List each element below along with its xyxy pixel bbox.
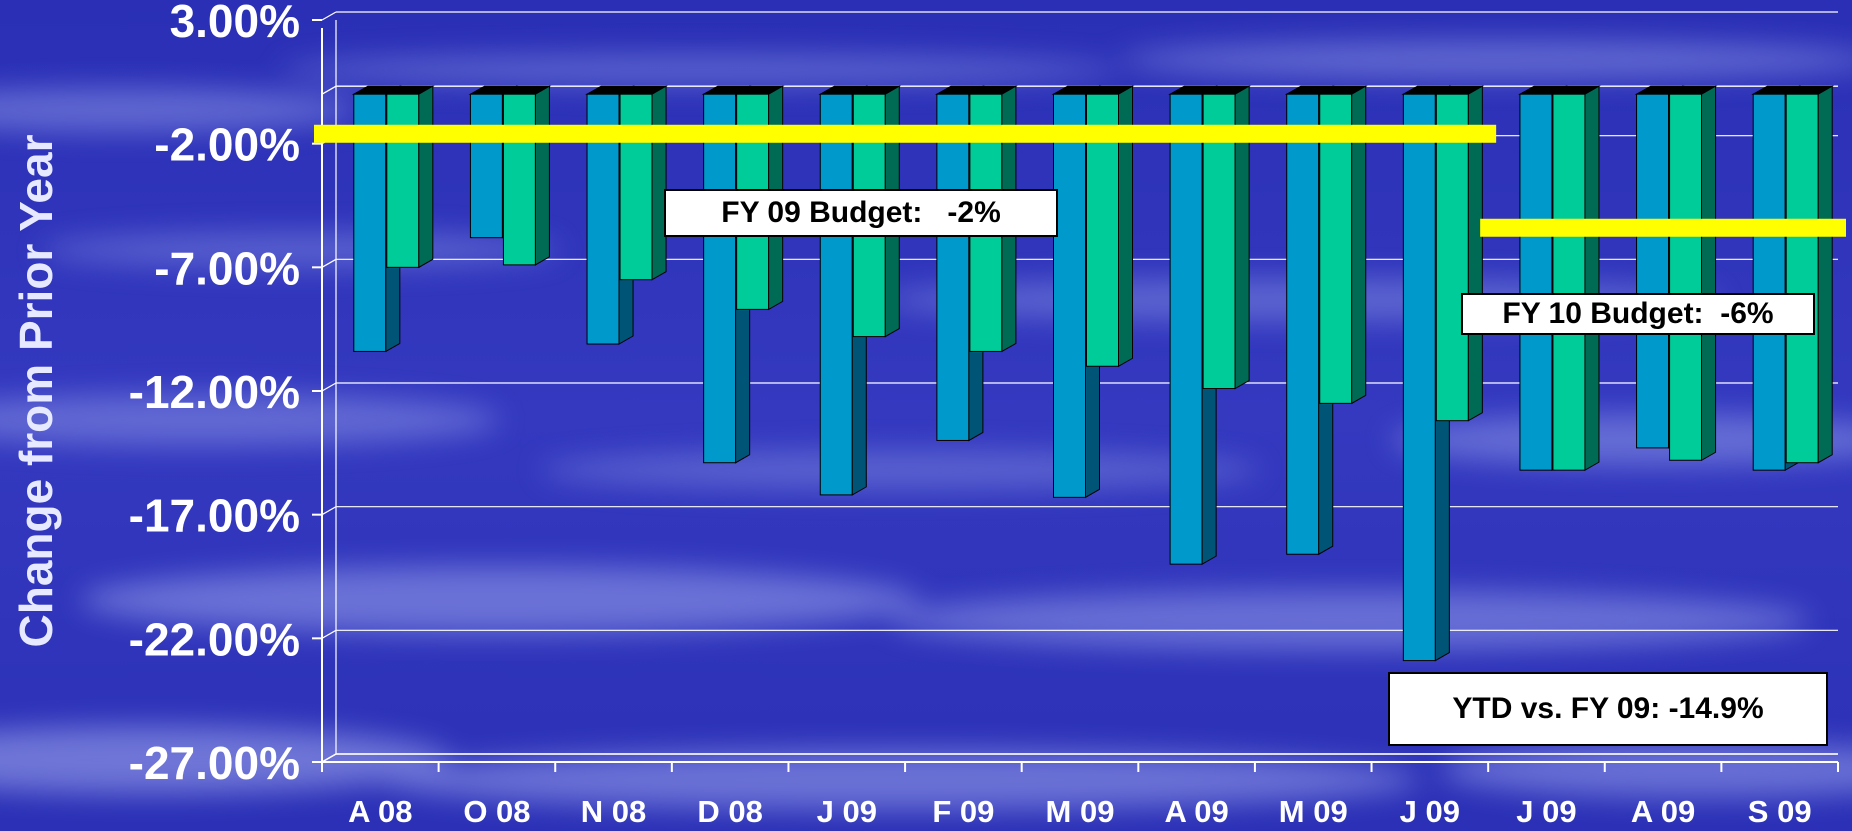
bar-side [1584,85,1600,472]
y-tick-label: -7.00% [154,242,300,294]
bar [618,85,668,281]
x-tick-label: J 09 [1400,794,1460,829]
bar-side [534,85,550,266]
y-tick-label: -22.00% [129,613,300,665]
bar-front [1435,93,1469,422]
bar-front [1519,93,1553,471]
gridline-depth [321,629,337,639]
bar-side [1817,85,1833,464]
bar-front [1402,93,1436,662]
bar [501,85,552,266]
bar-side [1701,85,1717,462]
bar [1317,85,1368,405]
y-tick-label: -27.00% [129,737,300,789]
bar-front [469,93,503,239]
fy09-budget-annotation: FY 09 Budget: -2% [664,189,1058,237]
bar-front [386,93,420,268]
gridline-depth [321,11,337,21]
budget-reference-line [1480,218,1846,237]
bar-front [1286,93,1320,555]
x-tick-label: A 09 [1164,794,1228,829]
bar-side [1351,85,1367,405]
bar [1551,85,1601,472]
zero-baseline-depth [321,85,337,95]
y-tick-label: -12.00% [129,366,300,418]
x-tick-label: A 08 [348,794,412,829]
bar-front [1319,93,1353,404]
x-tick-label: J 09 [817,794,877,829]
x-tick-label: J 09 [1516,794,1576,829]
ytd-annotation: YTD vs. FY 09: -14.9% [1388,672,1828,746]
gridline-depth [321,382,337,392]
gridline-depth [321,258,337,268]
bar [1784,85,1835,464]
bar-front [1785,93,1819,464]
x-tick-label: N 08 [581,794,646,829]
bar [1201,85,1251,390]
y-tick-label: -17.00% [129,490,300,542]
plot-area: 3.00% -2.00% -7.00% -12.00% -17.00% -22.00% -2… [10,0,1846,829]
bar-side [418,85,434,269]
gridline-depth [321,753,337,763]
bar [384,85,435,269]
y-tick-label: 3.00% [170,0,300,47]
bar-front [1636,93,1670,449]
x-tick-label: M 09 [1279,794,1348,829]
bar [1434,85,1485,422]
x-tick-label: F 09 [932,794,994,829]
bar-front [1169,93,1203,565]
bar-front [1053,93,1086,498]
x-tick-label: O 08 [463,794,530,829]
x-tick-label: D 08 [697,794,762,829]
budget-reference-line [314,124,1497,143]
bar-front [703,93,737,464]
bar-front [1669,93,1703,461]
bar-side [651,85,667,281]
bar-front [619,93,653,281]
y-axis-label: Change from Prior Year [10,134,62,647]
bar [1667,85,1718,462]
gridline-depth [321,506,337,516]
x-tick-label: M 09 [1046,794,1115,829]
bar-front [936,93,970,441]
x-tick-label: A 09 [1631,794,1695,829]
bar-side [1234,85,1250,390]
bar-front [502,93,536,266]
x-tick-label: S 09 [1748,794,1812,829]
bar-front [1552,93,1586,471]
bar [1051,85,1102,499]
bar-front [1752,93,1786,471]
bar-front [819,93,853,496]
y-tick-label: -2.00% [154,119,300,171]
fy10-budget-annotation: FY 10 Budget: -6% [1461,293,1815,335]
bar-front [1202,93,1236,390]
bar-side [1118,85,1133,368]
